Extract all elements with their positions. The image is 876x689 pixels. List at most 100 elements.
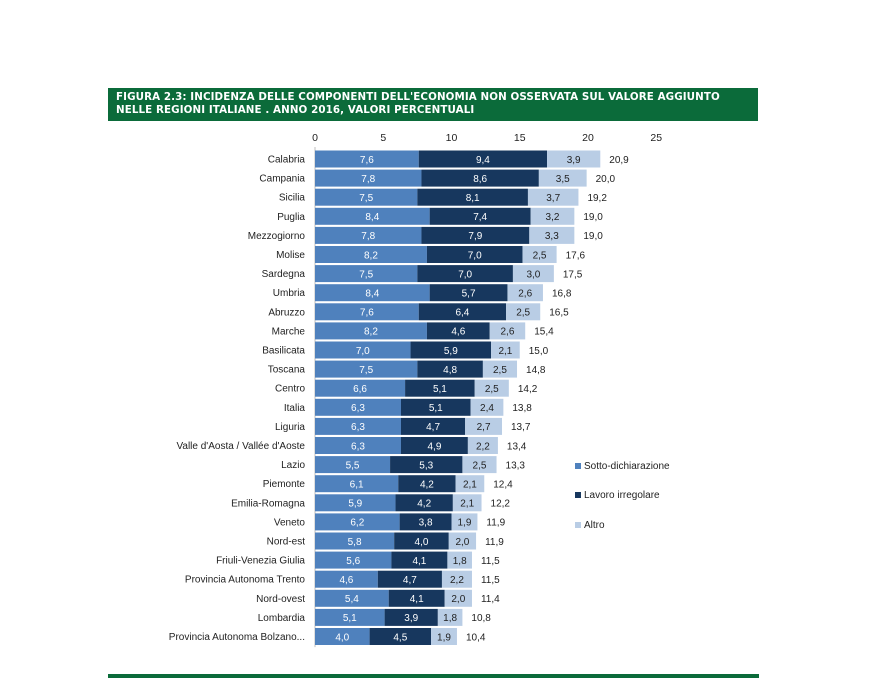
data-label-0-24: 5,1	[343, 613, 357, 624]
bar-segment-1-9	[426, 322, 490, 340]
legend-swatch-2	[575, 522, 581, 528]
bar-segment-1-8	[418, 303, 507, 321]
data-label-2-22: 2,2	[450, 575, 464, 586]
total-label-24: 10,8	[471, 613, 491, 624]
data-label-2-18: 2,1	[460, 499, 474, 510]
figure-title-line-2: NELLE REGIONI ITALIANE . ANNO 2016, VALO…	[116, 104, 475, 116]
total-label-0: 20,9	[609, 155, 629, 166]
bar-segment-2-2	[527, 188, 579, 206]
data-label-2-17: 2,1	[463, 480, 477, 491]
category-label-15: Valle d'Aosta / Vallée d'Aoste	[176, 441, 305, 452]
bar-segment-1-6	[417, 265, 513, 283]
bar-segment-1-13	[400, 398, 471, 416]
bar-segment-0-8	[315, 303, 419, 321]
bar-segment-1-10	[410, 341, 492, 359]
data-label-0-15: 6,3	[351, 441, 365, 452]
data-label-2-8: 2,5	[516, 308, 530, 319]
bar-segment-1-17	[398, 475, 456, 493]
bar-segment-2-17	[455, 475, 485, 493]
data-label-2-2: 3,7	[546, 193, 560, 204]
bar-segment-1-16	[390, 456, 463, 474]
bar-segment-0-0	[315, 150, 419, 168]
bar-segment-1-21	[391, 551, 448, 569]
bar-segment-0-10	[315, 341, 411, 359]
bar-segment-2-14	[465, 417, 503, 435]
total-label-15: 13,4	[507, 441, 527, 452]
data-label-1-3: 7,4	[473, 212, 487, 223]
data-label-2-7: 2,6	[518, 289, 532, 300]
bar-segment-1-5	[426, 246, 523, 263]
category-label-3: Puglia	[277, 212, 305, 223]
bar-segment-0-9	[315, 322, 427, 340]
data-label-0-12: 6,6	[353, 384, 367, 395]
data-label-1-15: 4,9	[427, 441, 441, 452]
bar-segment-1-2	[417, 188, 528, 206]
data-label-0-4: 7,8	[361, 231, 375, 242]
category-label-20: Nord-est	[267, 537, 306, 548]
data-label-2-20: 2,0	[455, 537, 469, 548]
category-label-25: Provincia Autonoma Bolzano...	[169, 632, 305, 643]
bar-segment-1-0	[418, 150, 548, 168]
bar-segment-0-18	[315, 494, 396, 512]
data-label-1-19: 3,8	[419, 518, 433, 529]
bar-segment-2-13	[470, 398, 504, 416]
total-label-1: 20,0	[596, 174, 616, 185]
data-label-2-15: 2,2	[476, 441, 490, 452]
bar-segment-1-14	[400, 417, 466, 435]
data-label-1-20: 4,0	[415, 537, 429, 548]
category-label-12: Centro	[275, 384, 305, 395]
data-label-0-20: 5,8	[348, 537, 362, 548]
total-label-23: 11,4	[481, 594, 500, 605]
bar-segment-1-19	[399, 513, 452, 531]
bar-segment-0-6	[315, 265, 418, 283]
bar-segment-1-11	[417, 360, 483, 378]
legend-swatch-0	[575, 463, 581, 469]
bar-segment-0-16	[315, 456, 391, 474]
total-label-2: 19,2	[587, 193, 607, 204]
x-tick-label-4: 20	[582, 132, 594, 144]
category-label-10: Basilicata	[262, 346, 305, 357]
bottom-divider	[108, 674, 759, 678]
bar-segment-1-12	[405, 379, 475, 397]
category-label-1: Campania	[259, 174, 305, 185]
category-label-16: Lazio	[281, 460, 305, 471]
bar-segment-0-21	[315, 551, 392, 569]
data-label-0-21: 5,6	[346, 556, 360, 567]
data-label-1-5: 7,0	[468, 250, 482, 261]
total-label-18: 12,2	[491, 499, 511, 510]
bar-segment-0-20	[315, 532, 395, 550]
category-label-21: Friuli-Venezia Giulia	[216, 556, 305, 567]
bar-segment-1-20	[394, 532, 449, 550]
data-label-1-6: 7,0	[458, 269, 472, 280]
bar-segment-0-14	[315, 417, 401, 435]
bar-segment-1-7	[429, 284, 508, 302]
bar-segment-0-25	[315, 628, 370, 645]
total-label-25: 10,4	[466, 632, 486, 643]
data-label-2-11: 2,5	[493, 365, 507, 376]
data-label-2-0: 3,9	[567, 155, 581, 166]
bar-segment-2-1	[538, 169, 587, 187]
data-label-2-23: 2,0	[451, 594, 465, 605]
data-label-0-2: 7,5	[359, 193, 373, 204]
data-label-2-19: 1,9	[458, 518, 472, 529]
data-label-2-25: 1,9	[437, 632, 451, 643]
bar-segment-2-9	[489, 322, 526, 340]
bar-segment-2-3	[530, 207, 575, 225]
bar-segment-0-19	[315, 513, 400, 531]
bar-segment-0-23	[315, 589, 389, 607]
data-label-2-16: 2,5	[473, 460, 487, 471]
data-label-2-14: 2,7	[477, 422, 491, 433]
total-label-14: 13,7	[511, 422, 531, 433]
bar-segment-1-24	[384, 608, 438, 626]
data-label-1-9: 4,6	[451, 327, 465, 338]
data-label-0-11: 7,5	[359, 365, 373, 376]
data-label-0-7: 8,4	[365, 289, 379, 300]
bar-segment-1-4	[421, 226, 530, 244]
x-tick-label-5: 25	[650, 132, 662, 144]
category-label-18: Emilia-Romagna	[231, 498, 305, 509]
category-label-4: Mezzogiorno	[248, 231, 306, 242]
bar-segment-2-0	[547, 150, 601, 168]
bar-segment-0-11	[315, 360, 418, 378]
data-label-1-10: 5,9	[444, 346, 458, 357]
